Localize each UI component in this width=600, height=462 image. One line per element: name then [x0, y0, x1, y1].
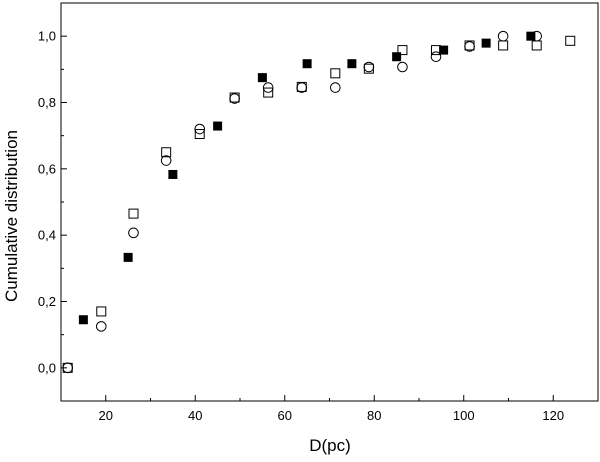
- filled-square-point: [213, 121, 223, 131]
- open-square-point: [498, 40, 509, 51]
- open-square-point: [128, 208, 139, 219]
- open-square-point: [531, 40, 542, 51]
- filled-square-point: [439, 45, 449, 55]
- x-tick-label: 40: [188, 408, 202, 423]
- y-tick-label: 0,2: [38, 294, 56, 309]
- open-circle-point: [330, 82, 341, 93]
- x-axis-title: D(pc): [309, 436, 351, 455]
- y-axis-title: Cumulative distribution: [2, 130, 21, 302]
- open-circle-point: [262, 82, 274, 93]
- open-square-point: [565, 35, 576, 46]
- y-axis-ticks: 0,0 0,2 0,4 0,6 0,8 1,0: [38, 29, 67, 375]
- filled-square-point: [392, 52, 402, 62]
- filled-square-point: [78, 315, 88, 325]
- data-points: [62, 30, 576, 374]
- x-axis-ticks: 20 40 60 80 100 120: [99, 395, 564, 423]
- y-tick-label: 0,0: [38, 360, 56, 375]
- open-circle-point: [160, 155, 172, 166]
- open-circle-point: [430, 51, 442, 63]
- open-circle-point: [397, 61, 408, 73]
- filled-square-point: [168, 169, 178, 179]
- open-circle-point: [194, 123, 206, 135]
- filled-square-point: [302, 59, 312, 69]
- x-tick-label: 60: [278, 408, 292, 423]
- open-circle-point: [229, 93, 240, 104]
- x-tick-label: 120: [542, 408, 564, 423]
- filled-square-point: [123, 252, 133, 262]
- open-square-point: [161, 147, 172, 158]
- open-circle-point: [497, 30, 509, 42]
- filled-square-point: [347, 59, 357, 69]
- open-square-point: [194, 129, 205, 140]
- y-tick-label: 0,6: [38, 161, 56, 176]
- filled-square-point: [526, 31, 536, 41]
- open-circle-point: [531, 30, 542, 42]
- open-circle-point: [464, 41, 475, 52]
- open-square-point: [96, 306, 107, 317]
- x-tick-label: 20: [99, 408, 113, 423]
- open-square-point: [330, 68, 341, 79]
- y-tick-label: 0,8: [38, 95, 56, 110]
- open-square-point: [431, 45, 442, 56]
- y-tick-label: 0,4: [38, 228, 56, 243]
- plot-frame: [60, 2, 599, 402]
- filled-square-point: [481, 38, 491, 48]
- open-circle-point: [95, 321, 107, 332]
- y-tick-label: 1,0: [38, 29, 56, 44]
- open-circle-point: [296, 82, 308, 93]
- open-circle-point: [363, 61, 375, 73]
- filled-square-point: [257, 73, 267, 83]
- open-square-point: [397, 45, 408, 56]
- open-square-point: [263, 87, 274, 98]
- x-tick-label: 80: [367, 408, 381, 423]
- open-circle-point: [128, 227, 139, 239]
- open-circle-point: [62, 362, 74, 374]
- x-tick-label: 100: [453, 408, 475, 423]
